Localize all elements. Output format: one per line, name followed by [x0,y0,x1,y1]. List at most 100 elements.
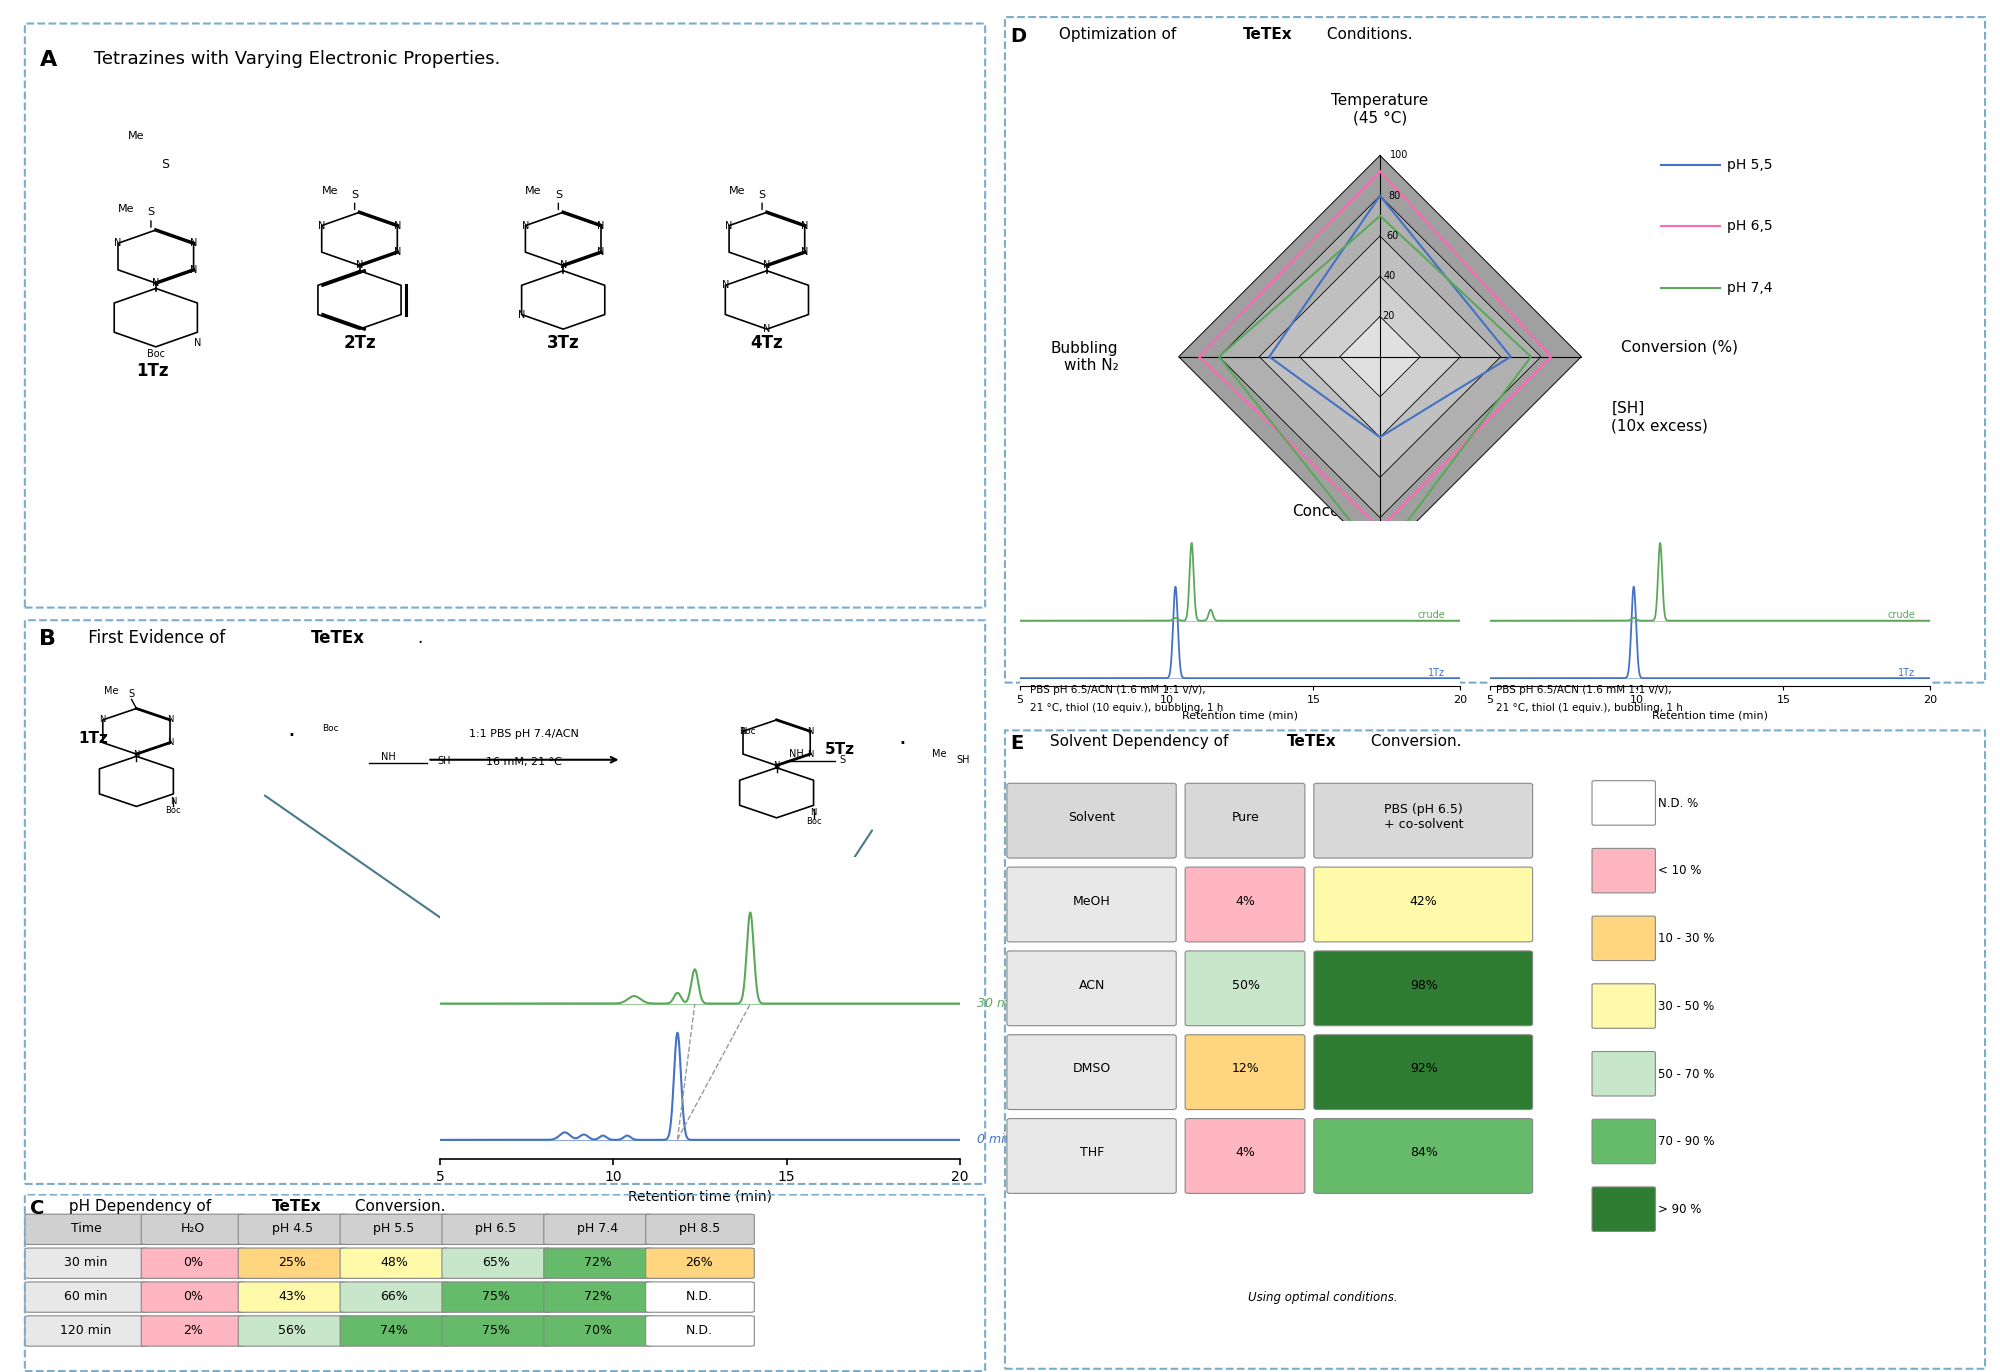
FancyBboxPatch shape [24,1316,148,1346]
Text: 10 - 30 %: 10 - 30 % [1658,932,1714,945]
Text: 48%: 48% [380,1255,408,1269]
Text: 1:1 PBS pH 7.4/ACN: 1:1 PBS pH 7.4/ACN [470,729,580,740]
Text: PBS pH 6.5/ACN (1.6 mM 1:1 v/v),: PBS pH 6.5/ACN (1.6 mM 1:1 v/v), [1030,685,1206,694]
Text: N: N [774,761,780,770]
FancyBboxPatch shape [1006,951,1176,1026]
Text: S: S [352,189,358,200]
Text: Bubbling
with N₂: Bubbling with N₂ [1050,340,1118,373]
FancyBboxPatch shape [1592,781,1656,825]
Text: TeTEx: TeTEx [272,1199,322,1214]
Text: DMSO: DMSO [1072,1062,1112,1076]
Text: N: N [802,221,808,230]
Text: Me: Me [526,187,542,196]
FancyBboxPatch shape [646,1316,754,1346]
Text: 40: 40 [1384,272,1396,281]
Text: 120 min: 120 min [60,1324,112,1336]
FancyBboxPatch shape [1592,848,1656,893]
Polygon shape [1220,196,1540,517]
X-axis label: Retention time (min): Retention time (min) [628,1190,772,1203]
Text: N: N [808,749,814,759]
Text: Optimization of: Optimization of [1054,27,1182,43]
FancyBboxPatch shape [340,1249,448,1279]
Text: N.D. %: N.D. % [1658,797,1698,809]
FancyBboxPatch shape [442,1249,550,1279]
Text: N: N [318,221,326,230]
Text: Me: Me [322,187,338,196]
Text: ACN: ACN [1078,978,1106,992]
Text: 26%: 26% [686,1255,714,1269]
FancyBboxPatch shape [142,1281,246,1312]
FancyBboxPatch shape [646,1249,754,1279]
Text: > 90 %: > 90 % [1658,1203,1702,1216]
Text: N: N [166,715,174,724]
Text: N: N [802,247,808,257]
Text: 4Tz: 4Tz [750,333,784,351]
FancyBboxPatch shape [442,1316,550,1346]
X-axis label: Retention time (min): Retention time (min) [1182,711,1298,720]
FancyBboxPatch shape [646,1214,754,1244]
Text: 20: 20 [1382,311,1394,321]
Text: pH 7.4: pH 7.4 [578,1222,618,1235]
FancyBboxPatch shape [238,1249,346,1279]
Text: Boc: Boc [322,724,338,733]
Text: N: N [152,279,160,288]
Text: 5Tz: 5Tz [826,742,856,757]
FancyBboxPatch shape [1006,783,1176,858]
Text: NH: NH [788,749,804,759]
Text: 0%: 0% [182,1290,202,1302]
Text: 4%: 4% [1236,895,1256,908]
Text: 92%: 92% [1410,1062,1438,1076]
Text: 21 °C, thiol (1 equiv.), bubbling, 1 h: 21 °C, thiol (1 equiv.), bubbling, 1 h [1496,702,1682,712]
Text: N: N [598,247,604,257]
FancyBboxPatch shape [1186,867,1304,943]
Text: H₂O: H₂O [180,1222,204,1235]
Text: 1Tz: 1Tz [1428,668,1446,678]
Text: S: S [554,189,562,200]
Text: 60: 60 [1386,230,1398,241]
Text: N: N [394,247,400,257]
FancyBboxPatch shape [142,1214,246,1244]
Text: First Evidence of: First Evidence of [84,628,230,646]
Text: ·: · [898,733,906,756]
Polygon shape [1300,276,1460,438]
FancyBboxPatch shape [646,1281,754,1312]
Text: Boc: Boc [806,818,822,826]
FancyBboxPatch shape [544,1281,652,1312]
Text: N.D.: N.D. [686,1324,712,1336]
Text: SH: SH [956,755,970,764]
Text: Temperature
(45 °C): Temperature (45 °C) [1332,93,1428,125]
FancyBboxPatch shape [340,1281,448,1312]
Text: 66%: 66% [380,1290,408,1302]
Text: 21 °C, thiol (10 equiv.), bubbling, 1 h: 21 °C, thiol (10 equiv.), bubbling, 1 h [1030,702,1224,712]
Text: pH Dependency of: pH Dependency of [64,1199,216,1214]
Text: Conditions.: Conditions. [1322,27,1412,43]
Text: Pure: Pure [1232,811,1260,825]
Text: crude: crude [1418,611,1446,620]
Text: N: N [560,261,566,270]
Text: pH 5.5: pH 5.5 [374,1222,414,1235]
Text: Boc: Boc [740,727,756,737]
FancyBboxPatch shape [24,1249,148,1279]
Text: 98%: 98% [1410,978,1438,992]
Text: SH: SH [438,756,450,767]
Text: 100: 100 [1390,151,1408,161]
Text: ·: · [288,723,296,748]
Text: 65%: 65% [482,1255,510,1269]
Text: pH 7,4: pH 7,4 [1728,281,1772,295]
Text: E: E [1010,734,1024,753]
Text: pH 8.5: pH 8.5 [678,1222,720,1235]
FancyBboxPatch shape [238,1214,346,1244]
Text: MeOH: MeOH [1074,895,1110,908]
FancyBboxPatch shape [1186,783,1304,858]
Text: 30 - 50 %: 30 - 50 % [1658,1000,1714,1013]
Text: S: S [128,689,134,698]
Text: N: N [722,280,730,291]
Text: Using optimal conditions.: Using optimal conditions. [1248,1291,1398,1303]
Text: N: N [740,727,746,735]
Polygon shape [1340,317,1420,397]
Text: 25%: 25% [278,1255,306,1269]
Text: 84%: 84% [1410,1146,1438,1159]
FancyBboxPatch shape [1314,783,1532,858]
Text: 30 min: 30 min [64,1255,108,1269]
Text: N: N [190,265,198,274]
